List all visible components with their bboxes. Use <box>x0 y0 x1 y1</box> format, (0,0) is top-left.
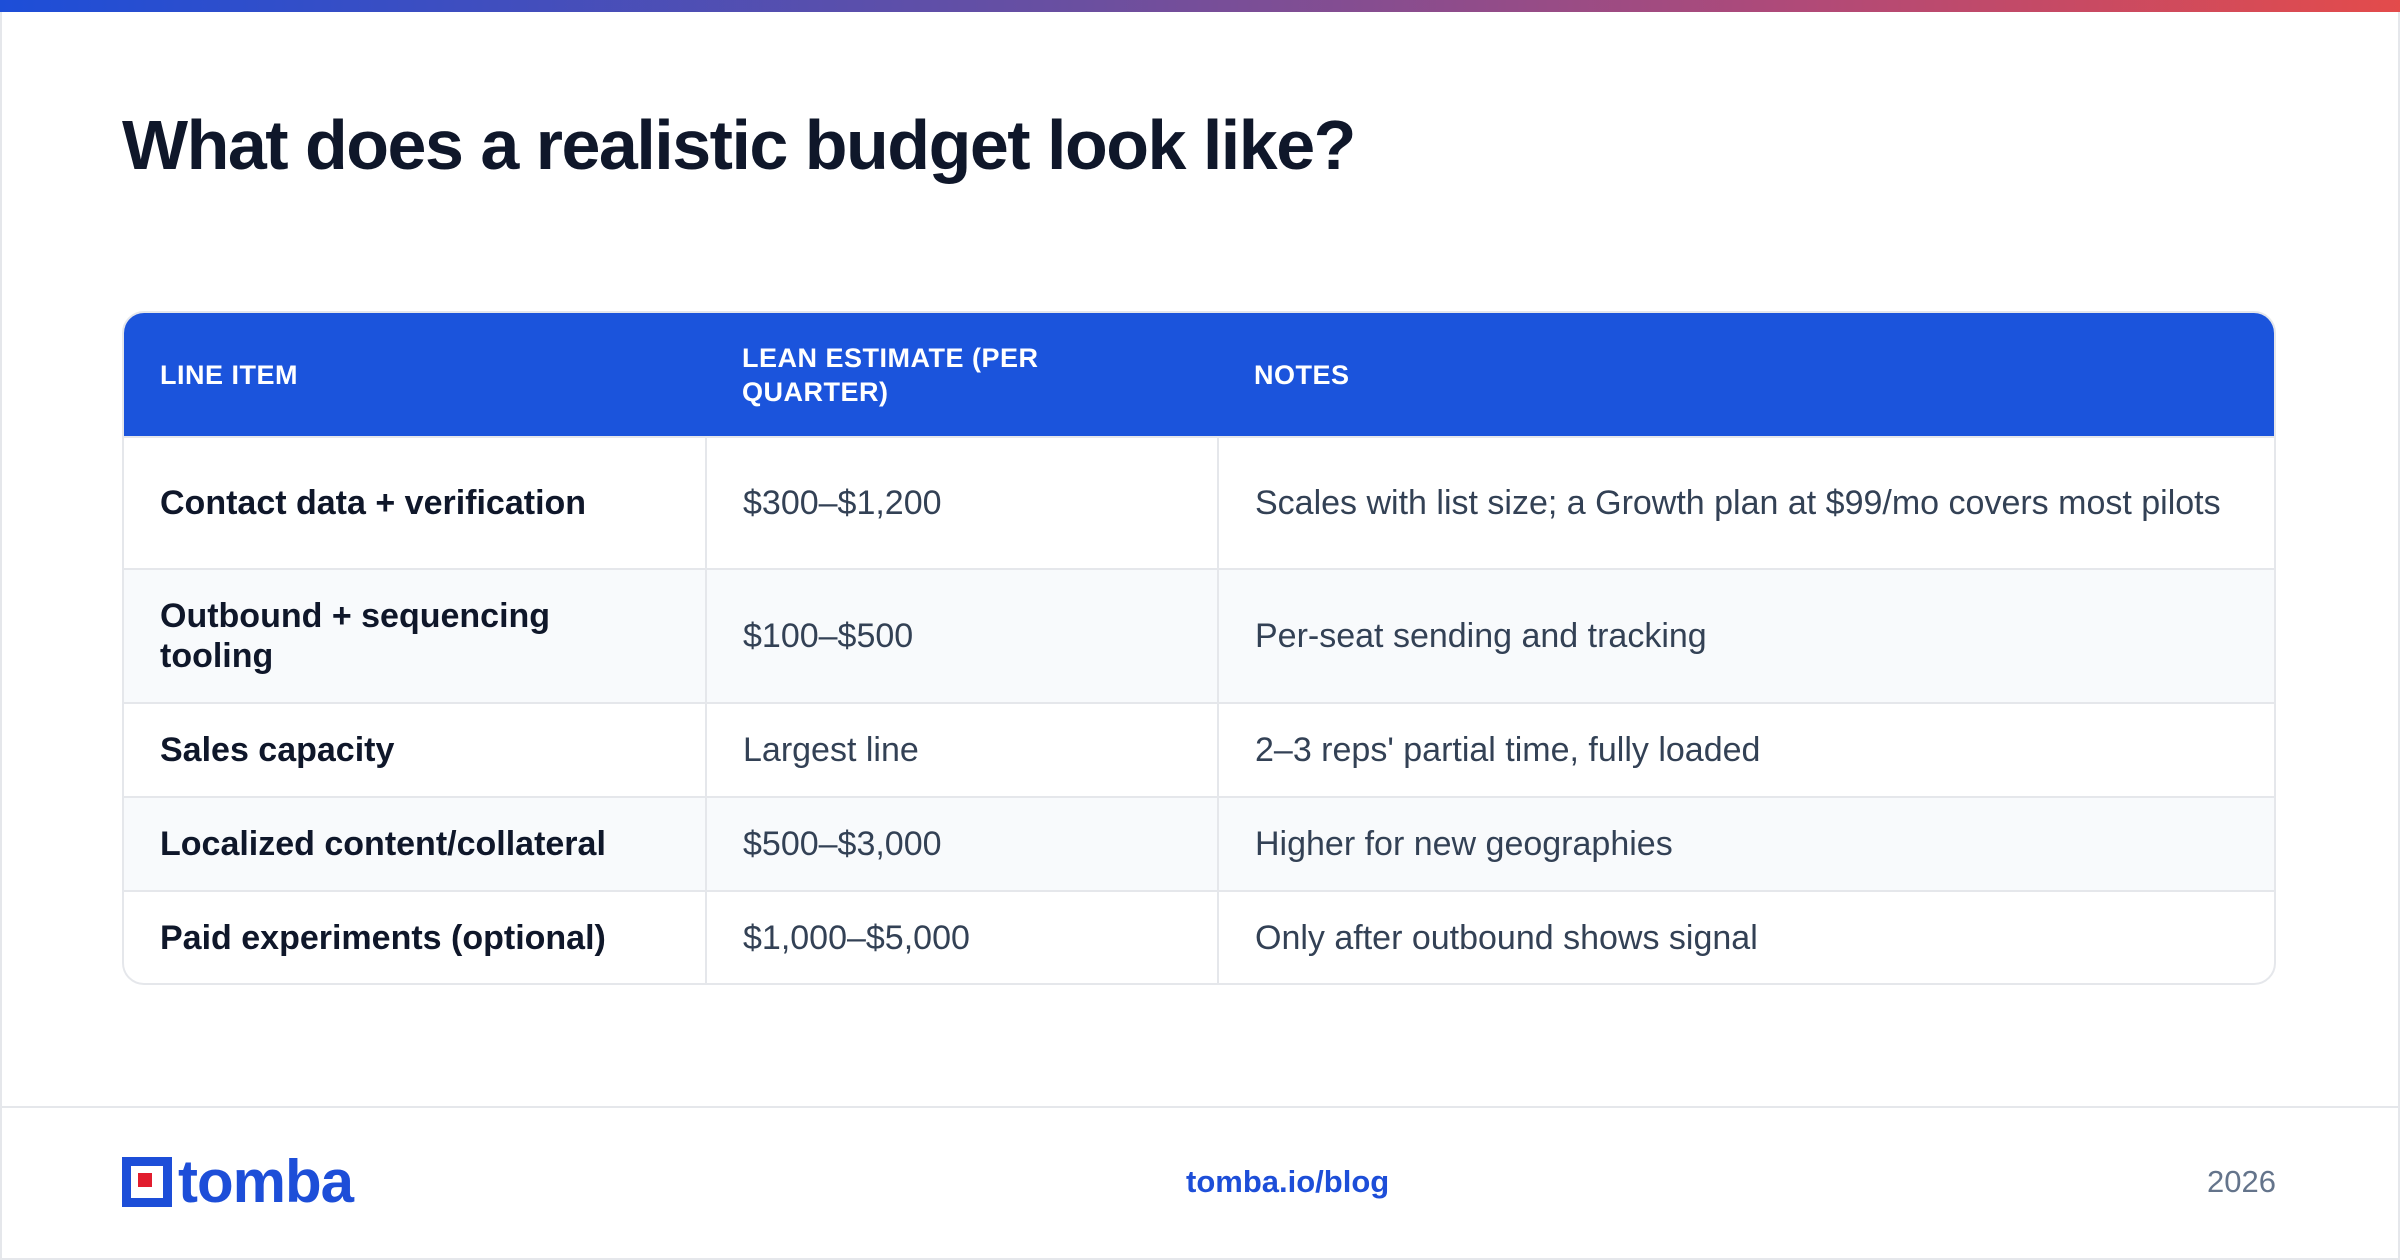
notes-cell: 2–3 reps' partial time, fully loaded <box>1217 702 2274 797</box>
column-header-lean-estimate: LEAN ESTIMATE (PER QUARTER) <box>742 342 1039 407</box>
estimate-cell: Largest line <box>705 702 1218 797</box>
tomba-logo-mark-icon <box>122 1157 172 1207</box>
blog-link[interactable]: tomba.io/blog <box>1186 1164 1390 1199</box>
gradient-accent-bar <box>0 0 2400 12</box>
line-item-cell: Sales capacity <box>124 702 706 797</box>
notes-cell: Higher for new geographies <box>1217 796 2274 891</box>
page-title: What does a realistic budget look like? <box>122 106 1356 184</box>
column-header-line-item: LINE ITEM <box>160 359 298 390</box>
footer-divider <box>0 1106 2400 1108</box>
table-row: Contact data + verification $300–$1,200 … <box>124 436 2274 569</box>
line-item-cell: Localized content/collateral <box>124 796 706 891</box>
table-row: Paid experiments (optional) $1,000–$5,00… <box>124 890 2274 983</box>
logo-wordmark: tomba <box>178 1148 354 1215</box>
line-item-cell: Outbound + sequencing tooling <box>124 568 706 703</box>
tomba-logo[interactable]: tomba <box>122 1148 354 1215</box>
table-header-row: LINE ITEM LEAN ESTIMATE (PER QUARTER) NO… <box>124 313 2274 437</box>
notes-cell: Per-seat sending and tracking <box>1217 568 2274 703</box>
table-row: Sales capacity Largest line 2–3 reps' pa… <box>124 702 2274 797</box>
budget-table: LINE ITEM LEAN ESTIMATE (PER QUARTER) NO… <box>122 311 2276 985</box>
notes-cell: Only after outbound shows signal <box>1217 890 2274 983</box>
line-item-cell: Contact data + verification <box>124 436 706 569</box>
column-header-notes: NOTES <box>1254 359 1350 390</box>
table-row: Outbound + sequencing tooling $100–$500 … <box>124 568 2274 703</box>
table-row: Localized content/collateral $500–$3,000… <box>124 796 2274 891</box>
estimate-cell: $100–$500 <box>705 568 1218 703</box>
line-item-cell: Paid experiments (optional) <box>124 890 706 983</box>
notes-cell: Scales with list size; a Growth plan at … <box>1217 436 2274 569</box>
footer-year: 2026 <box>2207 1164 2276 1199</box>
estimate-cell: $500–$3,000 <box>705 796 1218 891</box>
estimate-cell: $1,000–$5,000 <box>705 890 1218 983</box>
estimate-cell: $300–$1,200 <box>705 436 1218 569</box>
